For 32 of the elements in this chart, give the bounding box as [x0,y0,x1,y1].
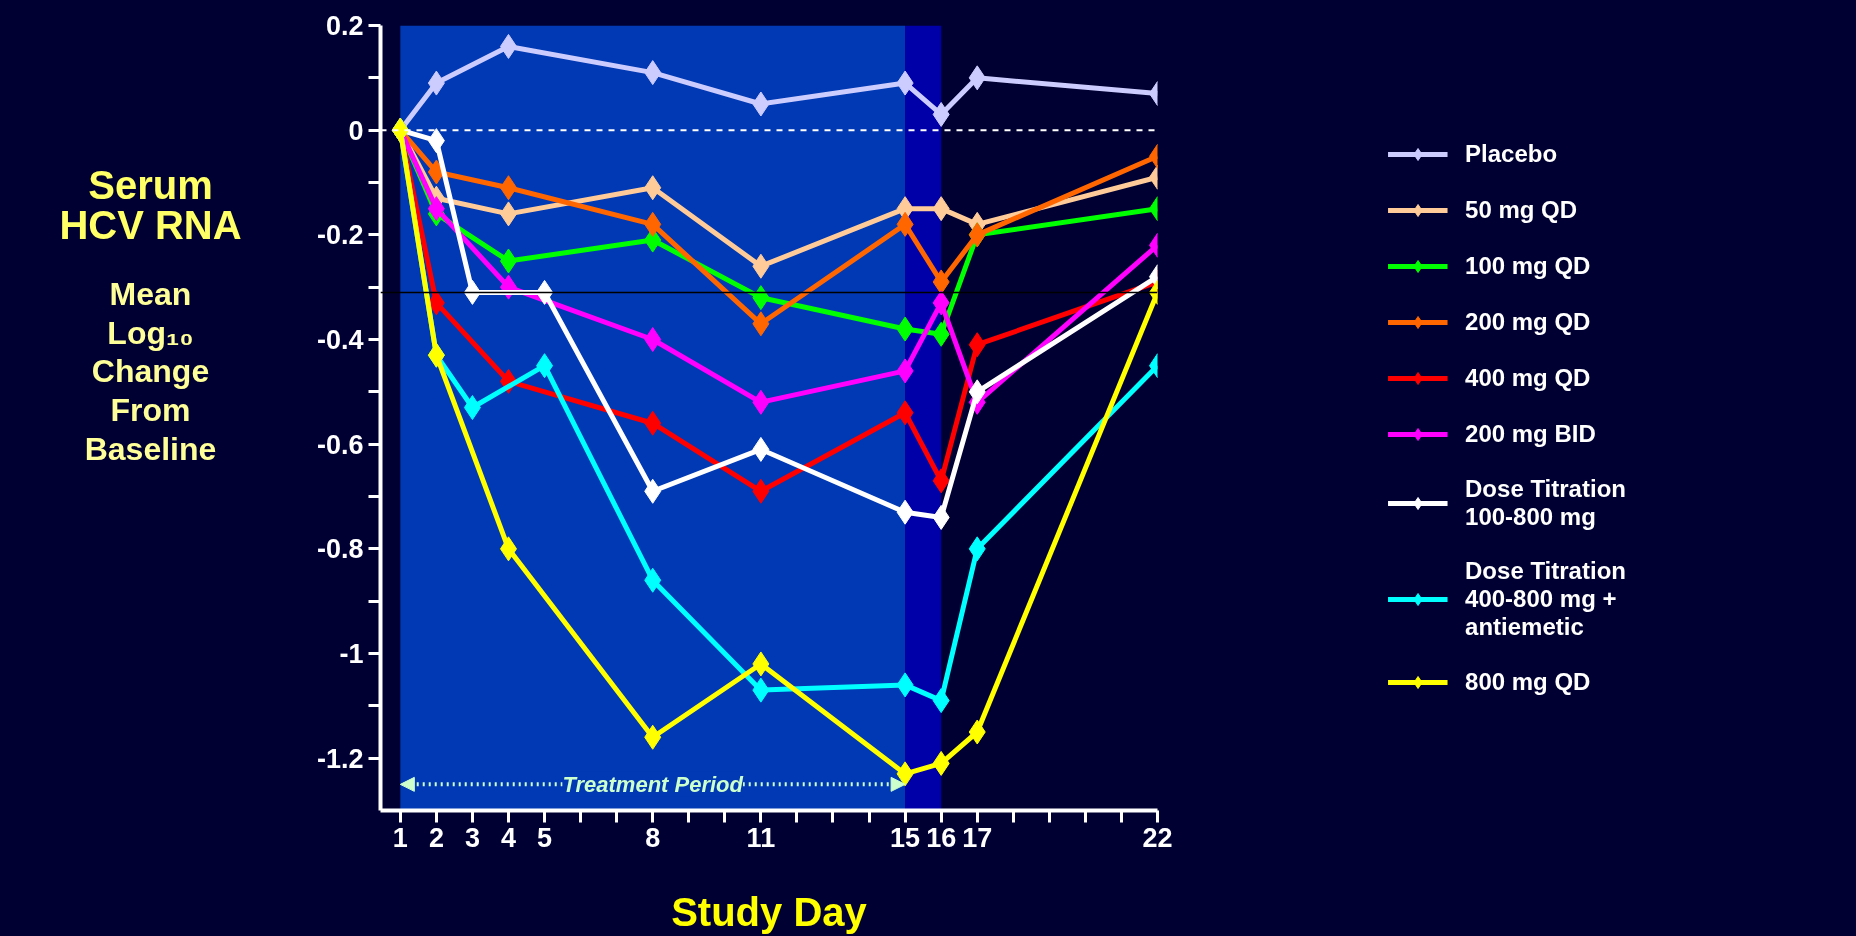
legend-label: 200 mg BID [1465,419,1596,448]
x-tick-label: 16 [926,822,957,853]
y-tick-label: -0.2 [316,220,364,251]
legend-label: 100 mg QD [1465,251,1591,280]
x-tick-label: 2 [428,822,444,853]
y-tick-label: -0.4 [316,325,364,355]
x-tick-label: 4 [500,822,517,853]
text: Serum HCV RNA [59,162,242,247]
y-tick-label: 0 [348,115,364,146]
y-axis-title: Mean Log₁₀ Change From Baseline [84,276,217,467]
legend-label: Dose Titration 100-800 mg [1465,474,1626,531]
legend-label: 50 mg QD [1465,195,1578,224]
x-tick-label: 22 [1142,822,1173,853]
legend-label: Placebo [1465,139,1558,168]
x-tick-label: 3 [464,822,480,853]
y-tick-label: -0.6 [316,429,364,460]
x-tick-label: 8 [645,822,661,853]
y-tick-label: -1.2 [316,743,364,774]
legend-label: 400 mg QD [1465,363,1591,392]
y-tick-label: -0.8 [316,534,364,565]
legend-label: Dose Titration 400-800 mg + antiemetic [1465,556,1626,641]
legend-label: 800 mg QD [1465,667,1591,696]
x-axis-title: Study Day [671,889,868,934]
x-tick-label: 15 [890,822,921,853]
band-label: Treatment Period [562,771,744,797]
y-tick-label: -1 [339,639,364,669]
x-tick-label: 17 [962,822,993,853]
x-tick-label: 11 [746,822,776,853]
y-tick-label: 0.2 [325,11,364,41]
legend-label: 200 mg QD [1465,307,1591,336]
x-tick-label: 5 [537,822,553,853]
x-tick-label: 1 [392,822,408,853]
